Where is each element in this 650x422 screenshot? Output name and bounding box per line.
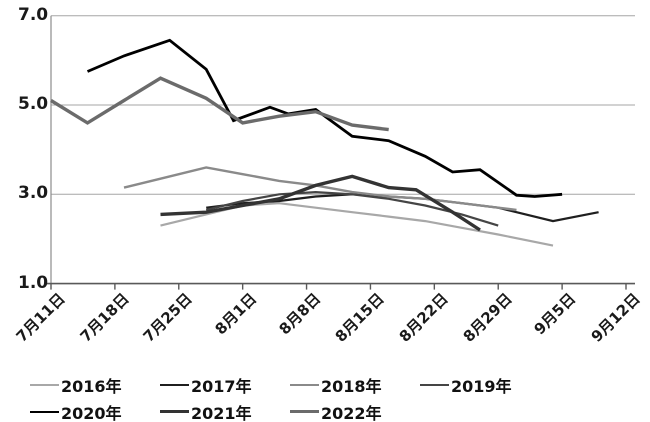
legend-item-2017年: 2017年 [160, 371, 290, 398]
legend-label: 2016年 [61, 376, 122, 396]
legend-item-2019年: 2019年 [420, 371, 550, 398]
legend-label: 2021年 [191, 403, 252, 422]
legend-line-swatch [160, 383, 189, 386]
legend-label: 2017年 [191, 376, 252, 396]
y-tick-label: 7.0 [18, 4, 49, 25]
legend-item-2021年: 2021年 [160, 398, 290, 422]
legend-label: 2020年 [61, 403, 122, 422]
series-line-2019年 [205, 190, 499, 227]
legend-item-2018年: 2018年 [290, 371, 420, 398]
series-line-2018年 [123, 166, 517, 212]
legend-item-2022年: 2022年 [290, 398, 420, 422]
legend-line-swatch [290, 410, 319, 413]
legend-label: 2022年 [321, 403, 382, 422]
legend-label: 2019年 [451, 376, 512, 396]
y-tick-label: 1.0 [18, 272, 49, 293]
series-line-2021年 [160, 174, 481, 232]
y-tick-label: 3.0 [18, 183, 49, 204]
legend-line-swatch [30, 383, 59, 386]
series-line-2020年 [86, 38, 563, 198]
legend-line-swatch [160, 410, 189, 413]
legend-line-swatch [30, 410, 59, 413]
y-tick-label: 5.0 [18, 94, 49, 114]
legend-line-swatch [290, 383, 319, 386]
legend-item-2020年: 2020年 [30, 398, 160, 422]
legend-label: 2018年 [321, 376, 382, 396]
series-line-2022年 [50, 76, 389, 132]
legend-line-swatch [420, 383, 449, 386]
legend-item-2016年: 2016年 [30, 371, 160, 398]
chart-legend: 2016年 2017年 2018年 2019年 2020年 2021年 2022年 [30, 371, 630, 422]
